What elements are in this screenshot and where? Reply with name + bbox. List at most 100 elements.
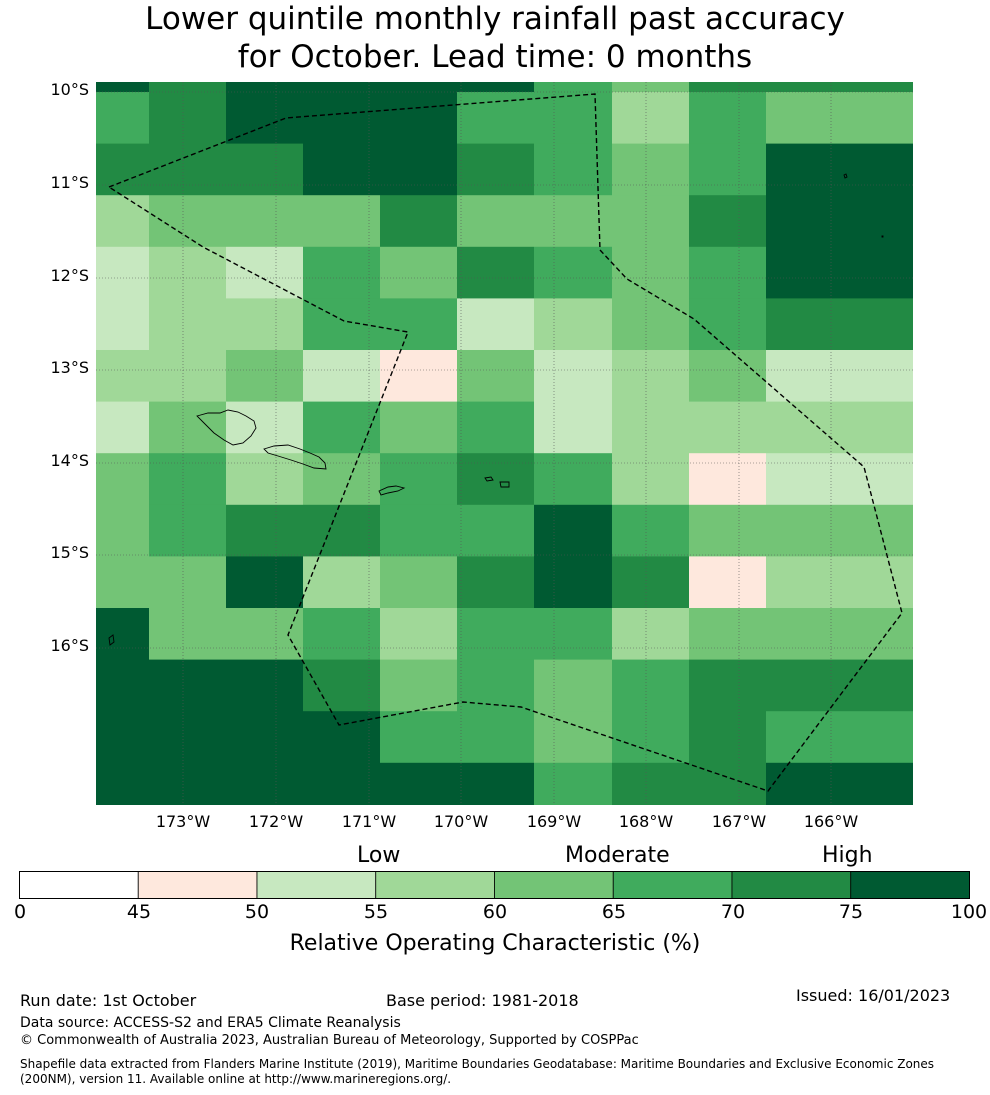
- heatmap-cell: [303, 762, 380, 805]
- heatmap-cell: [689, 453, 766, 506]
- heatmap-cell: [766, 556, 913, 609]
- colorbar-tick-45: 45: [126, 901, 152, 923]
- map-title: Lower quintile monthly rainfall past acc…: [0, 0, 990, 76]
- heatmap-cell: [457, 246, 534, 299]
- heatmap-cell: [689, 143, 766, 196]
- heatmap-cell: [766, 401, 913, 454]
- heatmap-cell: [149, 350, 226, 403]
- heatmap-cell: [96, 504, 149, 557]
- heatmap-cell: [303, 195, 380, 248]
- heatmap-cell: [612, 298, 689, 351]
- heatmap-cell: [457, 82, 534, 92]
- heatmap-cell: [303, 504, 380, 557]
- heatmap-cell: [457, 350, 534, 403]
- lon-label-167w: 167°W: [711, 812, 767, 831]
- heatmap-cell: [766, 246, 913, 299]
- heatmap-cell: [226, 659, 303, 712]
- heatmap-cell: [612, 762, 689, 805]
- colorbar-moderate-label: Moderate: [565, 843, 670, 868]
- heatmap-cell: [534, 453, 612, 506]
- heatmap-cell: [766, 82, 843, 92]
- heatmap-cell: [689, 350, 766, 403]
- heatmap-cell: [149, 143, 226, 196]
- heatmap-cell: [149, 401, 226, 454]
- heatmap-cell: [457, 143, 534, 196]
- heatmap-cell: [766, 195, 913, 248]
- heatmap-cell: [689, 246, 766, 299]
- rose-atoll: [881, 235, 884, 238]
- title-line-2: for October. Lead time: 0 months: [237, 39, 753, 75]
- heatmap-cell: [689, 92, 766, 145]
- heatmap-cell: [380, 453, 457, 506]
- heatmap-cell: [612, 143, 689, 196]
- heatmap-cell: [534, 401, 612, 454]
- heatmap-cell: [534, 350, 612, 403]
- heatmap-cell: [303, 453, 380, 506]
- colorbar-segment: [850, 871, 970, 899]
- heatmap-cell: [457, 504, 534, 557]
- heatmap-cell: [96, 762, 149, 805]
- heatmap-cell: [96, 298, 149, 351]
- heatmap-cell: [766, 608, 913, 661]
- heatmap-cell: [96, 350, 149, 403]
- lat-label-10s: 10°S: [50, 80, 89, 99]
- lat-label-14s: 14°S: [50, 451, 89, 470]
- title-line-1: Lower quintile monthly rainfall past acc…: [145, 1, 845, 37]
- heatmap-cell: [689, 401, 766, 454]
- heatmap-cell: [226, 401, 303, 454]
- heatmap-cell: [534, 143, 612, 196]
- upolu-island: [263, 444, 327, 470]
- lon-label-166w: 166°W: [803, 812, 859, 831]
- heatmap-cell: [457, 298, 534, 351]
- heatmap-cell: [766, 143, 913, 196]
- heatmap-cell: [226, 298, 303, 351]
- graticule: [96, 82, 913, 805]
- heatmap-cell: [534, 556, 612, 609]
- heatmap-cell: [303, 659, 380, 712]
- small-island-west: [108, 634, 115, 646]
- heatmap-cell: [612, 401, 689, 454]
- heatmap-cell: [612, 659, 689, 712]
- heatmap-cell: [149, 453, 226, 506]
- heatmap-cell: [96, 82, 149, 92]
- heatmap-cell: [149, 82, 226, 92]
- heatmap-cell: [766, 92, 913, 145]
- heatmap-cell: [149, 92, 226, 145]
- heatmap-cell: [457, 195, 534, 248]
- heatmap-cell: [534, 659, 612, 712]
- lon-label-171w: 171°W: [341, 812, 397, 831]
- heatmap-cell: [226, 504, 303, 557]
- heatmap-cell: [612, 350, 689, 403]
- heatmap-cell: [96, 401, 149, 454]
- colorbar-tick-70: 70: [720, 901, 746, 923]
- heatmap-cell: [457, 762, 534, 805]
- heatmap-cell: [226, 711, 303, 764]
- lat-label-15s: 15°S: [50, 543, 89, 562]
- heatmap-cell: [226, 556, 303, 609]
- heatmap-cell: [689, 298, 766, 351]
- shapefile-credit: Shapefile data extracted from Flanders M…: [20, 1057, 935, 1086]
- heatmap-cell: [96, 453, 149, 506]
- heatmap-cell: [226, 195, 303, 248]
- heatmap-cell: [96, 659, 149, 712]
- heatmap-cell: [380, 82, 457, 92]
- lon-label-170w: 170°W: [433, 812, 489, 831]
- heatmap-cell: [689, 659, 766, 712]
- colorbar-tick-60: 60: [482, 901, 508, 923]
- heatmap-cell: [689, 711, 766, 764]
- colorbar-segment: [612, 871, 733, 899]
- tau-island: [499, 481, 510, 488]
- heatmap-cell: [534, 762, 612, 805]
- heatmap-cell: [303, 711, 380, 764]
- lon-label-172w: 172°W: [248, 812, 304, 831]
- colorbar-title: Relative Operating Characteristic (%): [289, 931, 701, 956]
- heatmap-cell: [96, 711, 149, 764]
- heatmap-cell: [149, 762, 226, 805]
- lon-label-173w: 173°W: [155, 812, 211, 831]
- lon-label-168w: 168°W: [618, 812, 674, 831]
- heatmap-cell: [534, 195, 612, 248]
- heatmap-cell: [534, 711, 612, 764]
- heatmap-cell: [766, 711, 913, 764]
- heatmap-cell: [612, 195, 689, 248]
- heatmap-cell: [843, 82, 913, 92]
